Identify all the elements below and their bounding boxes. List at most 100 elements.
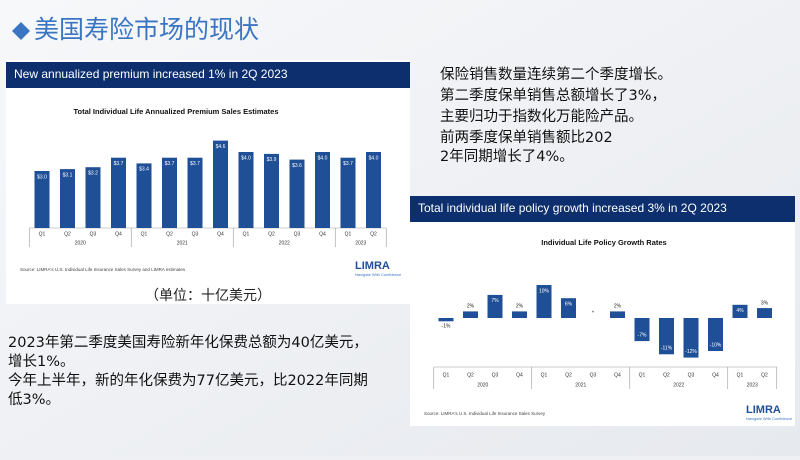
bar [60, 169, 75, 228]
x-tick-label: Q2 [663, 372, 670, 378]
paragraph: 2023年第二季度美国寿险新年化保费总额为40亿美元，增长1%。 [8, 333, 368, 370]
bar [561, 298, 576, 318]
bar [213, 140, 228, 228]
data-label: -7% [638, 332, 647, 338]
data-label: 2% [614, 304, 622, 310]
group-label: 2023 [355, 240, 366, 246]
bar [683, 318, 699, 358]
bar [659, 318, 674, 355]
bar [757, 308, 772, 318]
bar [340, 157, 356, 228]
data-label: 7% [491, 298, 499, 304]
x-tick-label: Q1 [737, 372, 744, 378]
banner-text: New annualized premium increased 1% in 2… [14, 67, 288, 81]
group-label: 2022 [673, 382, 684, 388]
title-diamond [12, 22, 30, 40]
x-tick-label: Q1 [541, 372, 548, 378]
data-label: -11% [661, 346, 673, 352]
bar [238, 152, 254, 228]
data-label: $3.7 [190, 161, 200, 167]
data-label: 10% [539, 288, 550, 294]
bar [463, 311, 478, 318]
data-label: $3.0 [37, 174, 47, 180]
data-label: $3.7 [114, 161, 124, 167]
bar [610, 311, 625, 318]
data-label: 6% [565, 302, 573, 308]
paragraph: 保险销售数量连续第二个季度增长。 [440, 65, 672, 83]
paragraph: 前两季度保单销售额比202 2年同期增长了4%。 [440, 129, 613, 165]
banner [6, 62, 410, 88]
group-label: 2021 [177, 240, 188, 246]
paragraph: 第二季度保单销售总额增长了3%， [440, 86, 666, 104]
data-label: 3% [761, 300, 769, 306]
data-label: $4.0 [241, 155, 251, 161]
bar [438, 318, 454, 322]
data-label: 4% [736, 308, 744, 314]
unit-note: （单位：十亿美元） [145, 288, 271, 304]
source-note: Source: LIMRA's U.S. Individual Life Ins… [424, 411, 546, 416]
source-note: Source: LIMRA's U.S. Individual Life Ins… [20, 267, 186, 272]
x-tick-label: Q2 [370, 231, 377, 237]
logo: LIMRA [746, 404, 781, 416]
banner-text: Total individual life policy growth incr… [418, 201, 727, 215]
bar [111, 157, 126, 228]
data-label: $3.9 [267, 157, 277, 163]
x-tick-label: Q4 [115, 231, 122, 237]
x-tick-label: Q3 [492, 372, 499, 378]
bar [732, 304, 748, 318]
bar [264, 153, 279, 228]
data-label: $4.6 [216, 144, 226, 150]
data-label: $3.2 [88, 171, 98, 177]
x-tick-label: Q2 [565, 372, 572, 378]
logo: LIMRA [355, 260, 390, 272]
data-label: $4.0 [318, 155, 328, 161]
data-label: -1% [442, 324, 451, 330]
logo-tagline: Navigate With Confidence [746, 416, 793, 421]
x-tick-label: Q4 [516, 372, 523, 378]
x-tick-label: Q2 [166, 231, 173, 237]
x-tick-label: Q1 [39, 231, 46, 237]
x-tick-label: Q4 [712, 372, 719, 378]
x-tick-label: Q2 [268, 231, 275, 237]
data-label: $3.1 [63, 172, 73, 178]
bar [187, 157, 203, 228]
x-tick-label: Q3 [294, 231, 301, 237]
group-label: 2020 [75, 240, 86, 246]
chart-title: Total Individual Life Annualized Premium… [73, 107, 278, 116]
bar [85, 167, 101, 228]
bar [162, 157, 177, 228]
data-label: 2% [516, 304, 524, 310]
data-label: -10% [710, 342, 722, 348]
data-label: $4.0 [369, 155, 379, 161]
bar [536, 285, 552, 318]
x-tick-label: Q1 [443, 372, 450, 378]
data-label: -12% [685, 349, 697, 355]
x-tick-label: Q4 [319, 231, 326, 237]
logo-tagline: Navigate With Confidence [355, 272, 402, 277]
paragraph: 主要归功于指数化万能险产品。 [440, 108, 643, 125]
slide-title: 美国寿险市场的现状 [34, 15, 259, 44]
x-tick-label: Q3 [688, 372, 695, 378]
bar [487, 294, 503, 318]
bar [634, 318, 650, 342]
x-tick-label: Q1 [639, 372, 646, 378]
data-label: $3.7 [343, 161, 353, 167]
chart-panel [410, 196, 795, 426]
x-tick-label: Q3 [590, 372, 597, 378]
data-label: $3.4 [139, 167, 149, 173]
data-label: 2% [467, 304, 475, 310]
banner [410, 196, 795, 222]
group-label: 2021 [575, 382, 586, 388]
x-tick-label: Q1 [243, 231, 250, 237]
bar [708, 318, 723, 351]
data-label: $3.7 [165, 161, 175, 167]
chart-title: Individual Life Policy Growth Rates [541, 238, 666, 247]
x-tick-label: Q1 [345, 231, 352, 237]
x-tick-label: Q2 [467, 372, 474, 378]
x-tick-label: Q4 [217, 231, 224, 237]
bar [315, 152, 330, 228]
data-label: * [592, 310, 594, 316]
group-label: 2022 [279, 240, 290, 246]
data-label: $3.6 [292, 163, 302, 169]
bar [512, 311, 527, 318]
